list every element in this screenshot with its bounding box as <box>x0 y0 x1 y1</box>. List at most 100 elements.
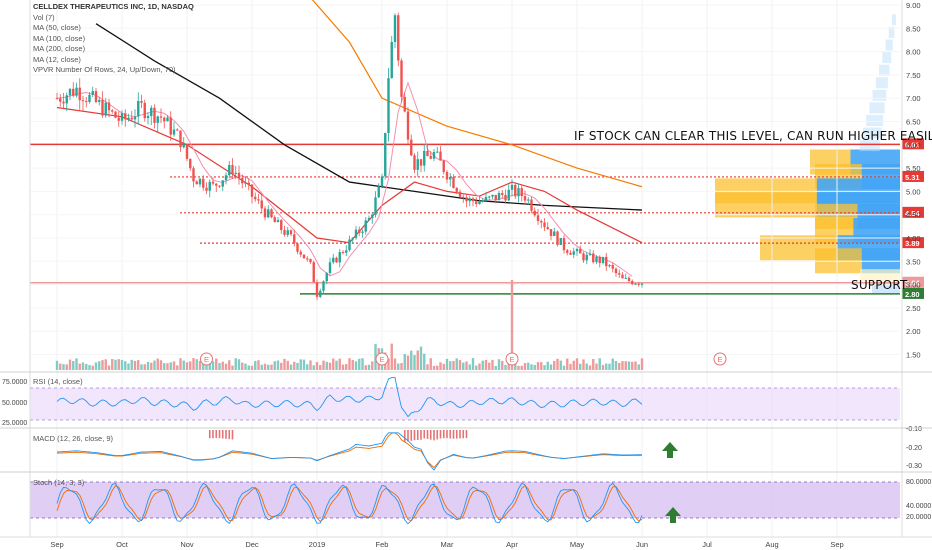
vpvr-up-bar <box>869 102 885 114</box>
volume-bar <box>585 363 588 370</box>
candle-body <box>588 253 592 255</box>
volume-bar <box>556 358 559 370</box>
volume-bar <box>250 365 254 370</box>
candle-body <box>345 250 348 253</box>
volume-bar <box>527 362 530 370</box>
time-tick-label: 2019 <box>309 540 326 549</box>
volume-bar <box>627 361 631 370</box>
volume-bar <box>283 358 286 370</box>
earnings-marker <box>375 352 389 366</box>
macd-histogram-bar <box>459 430 461 439</box>
candle-body <box>296 243 299 252</box>
ma12-line <box>56 81 633 277</box>
candle-body <box>481 200 484 202</box>
legend-ma50[interactable]: MA (50, close) <box>33 23 81 32</box>
price-tick-label: 5.00 <box>906 187 921 196</box>
candle-body <box>585 254 588 261</box>
price-tick-label: 7.00 <box>906 94 921 103</box>
volume-bar <box>608 363 611 370</box>
macd-histogram-bar <box>465 430 468 439</box>
macd-histogram-bar <box>218 430 221 439</box>
volume-bar <box>393 358 397 370</box>
macd-axis-label: -0.20 <box>906 445 922 452</box>
candle-body <box>494 194 497 201</box>
legend-ma200[interactable]: MA (200, close) <box>33 44 86 53</box>
candle-body <box>569 252 572 255</box>
volume-bar <box>540 362 543 370</box>
candle-body <box>341 252 345 254</box>
macd-histogram-bar <box>452 430 455 439</box>
volume-bar <box>566 358 569 370</box>
candle-body <box>114 111 117 118</box>
candle-body <box>283 229 286 235</box>
legend-vpvr[interactable]: VPVR Number Of Rows, 24, Up/Down, 70) <box>33 65 176 74</box>
macd-line <box>56 432 643 471</box>
volume-bar <box>510 280 514 370</box>
candle-body <box>325 273 328 282</box>
volume-bar <box>189 361 192 370</box>
stoch-panel-label[interactable]: Stoch (14, 3, 3) <box>33 478 85 487</box>
volume-bar <box>426 364 429 370</box>
volume-bar <box>124 361 127 370</box>
macd-panel-label[interactable]: MACD (12, 26, close, 9) <box>33 434 114 443</box>
volume-bar <box>166 363 169 370</box>
candle-body <box>540 220 543 223</box>
time-tick-label: Apr <box>506 540 518 549</box>
volume-bar <box>159 360 163 370</box>
volume-bar <box>569 363 572 370</box>
candle-body <box>627 277 631 281</box>
time-tick-label: Oct <box>116 540 129 549</box>
candle-body <box>507 189 510 201</box>
level-badge-label: 2.80 <box>905 290 920 299</box>
candle-body <box>410 139 413 156</box>
volume-bar <box>341 364 345 370</box>
vpvr-down-bar <box>860 269 900 282</box>
candle-body <box>533 210 536 216</box>
volume-bar <box>429 358 432 370</box>
candle-body <box>88 94 91 102</box>
candle-body <box>497 192 501 201</box>
volume-bar <box>65 364 68 370</box>
time-tick-label: Aug <box>765 540 778 549</box>
candle-body <box>133 116 137 120</box>
volume-bar <box>146 361 150 370</box>
legend-ma100[interactable]: MA (100, close) <box>33 33 86 43</box>
volume-bar <box>111 359 114 370</box>
time-tick-label: Sep <box>830 540 843 549</box>
candle-body <box>380 176 384 187</box>
candle-body <box>338 252 341 263</box>
candle-body <box>218 185 221 187</box>
rsi-panel: 75.0000 50.0000 25.0000 <box>2 377 900 427</box>
candle-body <box>166 117 169 122</box>
candle-body <box>465 197 468 202</box>
candle-body <box>234 172 237 174</box>
rsi-panel-label[interactable]: RSI (14, close) <box>33 377 83 386</box>
legend-vol[interactable]: Vol (7) <box>33 12 55 22</box>
ma100-line <box>95 23 643 211</box>
legend-ma12[interactable]: MA (12, close) <box>33 54 81 64</box>
stoch-panel: 80.0000 40.0000 20.0000 <box>30 479 931 525</box>
candle-body <box>319 290 322 297</box>
volume-bar <box>169 362 172 370</box>
volume-bar <box>306 364 309 370</box>
candle-body <box>107 102 111 111</box>
level-badge-label: 3.04 <box>905 279 920 288</box>
candle-body <box>517 188 520 197</box>
candle-body <box>231 165 234 174</box>
candle-body <box>289 230 293 235</box>
volume-bar <box>254 360 257 370</box>
volume-bar <box>309 360 312 370</box>
volume-bar <box>592 359 595 370</box>
volume-bar <box>442 363 445 370</box>
volume-bar <box>88 365 91 370</box>
candle-body <box>504 194 507 201</box>
volume-bar <box>101 360 104 370</box>
macd-histogram-bar <box>231 430 234 440</box>
volume-bar <box>81 362 85 370</box>
candle-body <box>153 107 156 123</box>
volume-bar <box>497 359 501 370</box>
volume-bar <box>462 362 465 370</box>
up-arrow-icon <box>665 507 681 523</box>
volume-bar <box>263 363 267 370</box>
